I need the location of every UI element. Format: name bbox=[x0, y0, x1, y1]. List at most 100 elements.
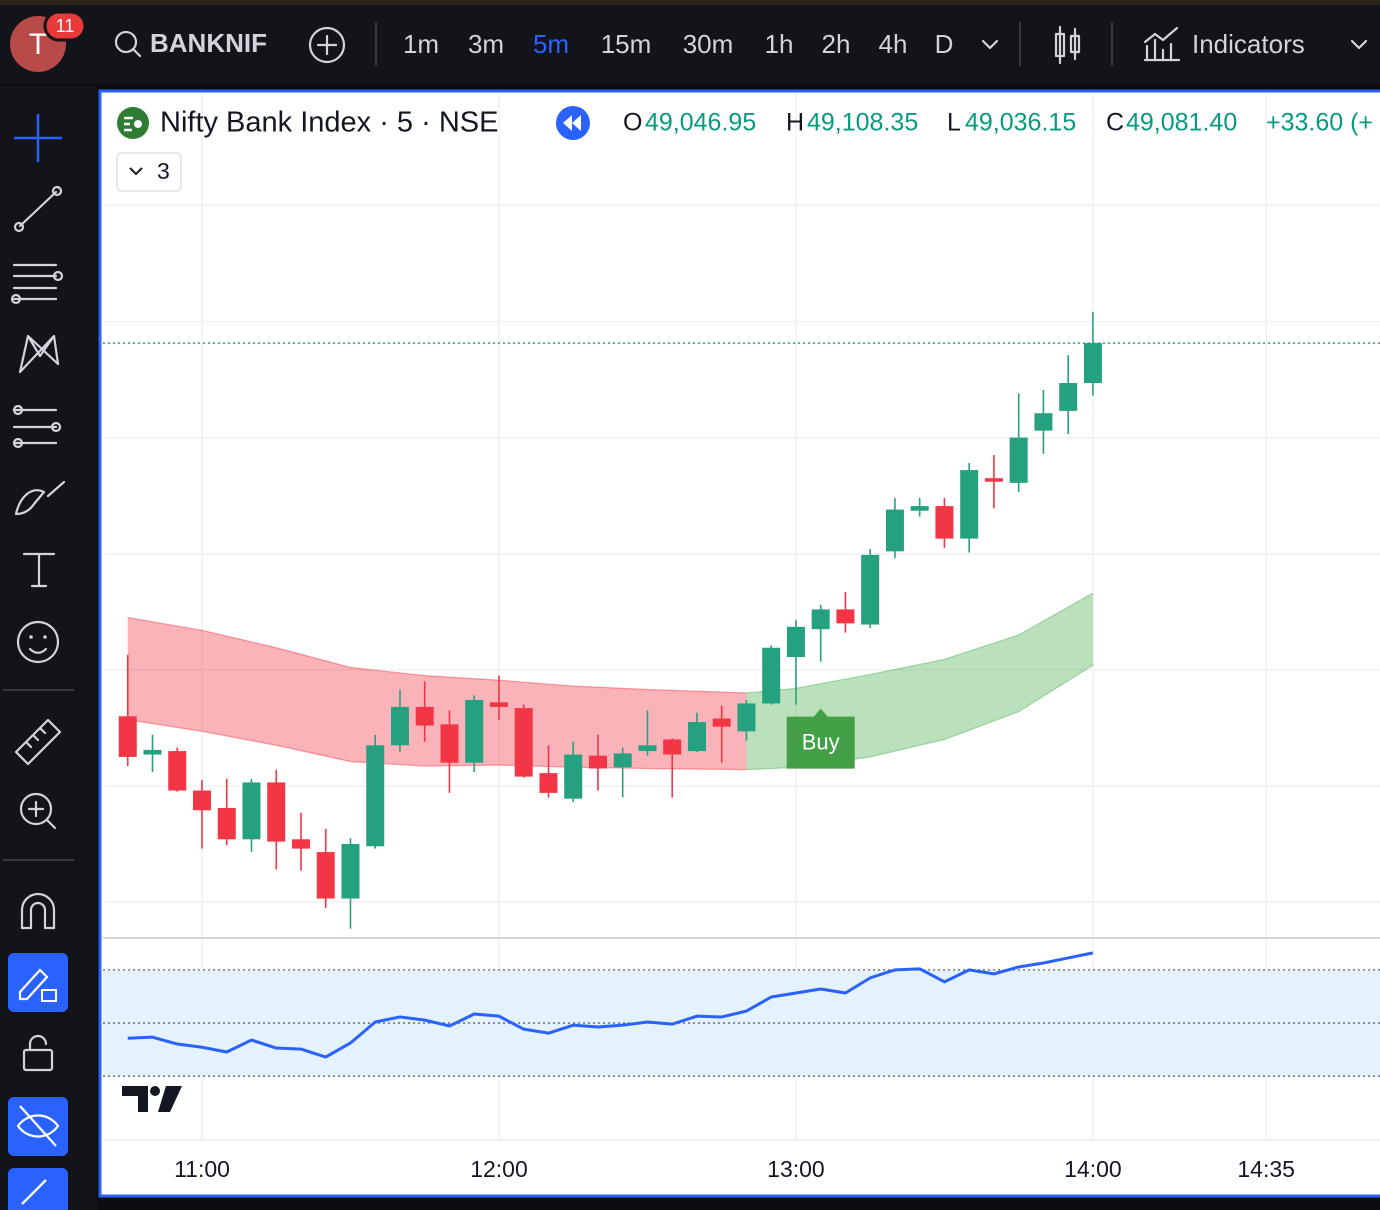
candle-body bbox=[514, 708, 533, 777]
pattern-tool-part bbox=[18, 334, 60, 374]
plot-area: Buy bbox=[103, 93, 1380, 1140]
tradingview-logo-part bbox=[150, 1086, 160, 1096]
signal-label[interactable] bbox=[786, 708, 855, 769]
link-tool-part bbox=[21, 1179, 47, 1205]
candle-body bbox=[539, 773, 558, 793]
emoji-tool[interactable] bbox=[16, 620, 60, 664]
tradingview-logo bbox=[122, 1086, 182, 1112]
ohlc-value: 49,108.35 bbox=[807, 109, 918, 137]
candle-body bbox=[613, 753, 632, 768]
indicator-toggle-part bbox=[129, 167, 143, 176]
zoom-tool-part bbox=[19, 792, 53, 826]
add-symbol-part bbox=[308, 26, 346, 64]
lock-all[interactable] bbox=[22, 1034, 54, 1072]
band-edge bbox=[127, 616, 747, 694]
symbol-search[interactable]: BANKNIF bbox=[114, 28, 267, 58]
indicators-button[interactable]: Indicators bbox=[1143, 26, 1305, 62]
brush-tool[interactable] bbox=[14, 480, 66, 516]
candle-body bbox=[465, 699, 484, 763]
brush-tool-part bbox=[14, 480, 66, 516]
timeframe[interactable]: 5m bbox=[533, 29, 569, 59]
candle-body bbox=[192, 790, 211, 811]
candle-body bbox=[242, 782, 261, 840]
candle-body bbox=[316, 852, 335, 899]
candle-body bbox=[960, 470, 979, 539]
crosshair-tool-part bbox=[14, 114, 62, 162]
fib-tool[interactable] bbox=[10, 263, 64, 305]
candle-body bbox=[762, 647, 781, 704]
hide-drawings[interactable] bbox=[8, 1097, 68, 1156]
timeframes: 1m 3m 5m 15m 30m 1h 2h 4h D bbox=[403, 29, 953, 59]
indicator-count: 3 bbox=[157, 158, 170, 184]
text-tool-part bbox=[22, 552, 56, 588]
zoom-tool-part bbox=[27, 800, 57, 830]
candle-body bbox=[267, 782, 286, 842]
candle-body bbox=[861, 554, 880, 625]
magnet-tool[interactable] bbox=[20, 892, 56, 930]
add-symbol-part bbox=[316, 34, 338, 56]
pattern-tool[interactable] bbox=[18, 334, 60, 374]
lock-drawings-part bbox=[41, 989, 57, 1002]
candle-body bbox=[588, 755, 607, 769]
candle-body bbox=[811, 609, 830, 630]
ohlc-key: O bbox=[623, 109, 642, 137]
x-tick-label: 13:00 bbox=[767, 1156, 825, 1182]
candle-body bbox=[638, 745, 657, 752]
candle-body bbox=[366, 745, 385, 847]
replay-button-part bbox=[563, 115, 581, 131]
candle-body bbox=[786, 626, 805, 658]
signal-band bbox=[127, 617, 747, 770]
layout-dropdown[interactable] bbox=[1350, 39, 1368, 50]
time-axis: 11:00 12:00 13:00 14:00 14:35 bbox=[174, 1156, 1295, 1182]
crosshair-tool[interactable] bbox=[14, 114, 62, 162]
forecast-tool-part bbox=[12, 404, 24, 416]
timeframe[interactable]: 15m bbox=[601, 29, 652, 59]
timeframe[interactable]: 1h bbox=[765, 29, 794, 59]
text-tool[interactable] bbox=[22, 552, 56, 588]
x-tick-label: 14:00 bbox=[1064, 1156, 1122, 1182]
lock-drawings[interactable] bbox=[8, 953, 68, 1012]
measure-tool[interactable] bbox=[14, 718, 62, 766]
notification-badge-part bbox=[43, 10, 87, 42]
symbol-icon-part bbox=[124, 116, 133, 132]
timeframe-dropdown[interactable] bbox=[981, 39, 999, 50]
timeframe[interactable]: 1m bbox=[403, 29, 439, 59]
timeframe[interactable]: 30m bbox=[683, 29, 734, 59]
trend-line-tool[interactable] bbox=[13, 185, 63, 233]
magnet-tool-part bbox=[20, 892, 56, 930]
link-tool[interactable] bbox=[8, 1168, 68, 1210]
zoom-tool[interactable] bbox=[19, 792, 57, 830]
forecast-tool[interactable] bbox=[12, 404, 62, 449]
candle-body bbox=[118, 716, 137, 757]
timeframe[interactable]: 2h bbox=[822, 29, 851, 59]
lock-drawings-part bbox=[8, 953, 68, 1012]
fib-tool-part bbox=[10, 293, 22, 305]
candle-body bbox=[935, 506, 954, 539]
indicator-toggle[interactable]: 3 bbox=[116, 152, 182, 192]
chart-title: Nifty Bank Index · 5 · NSE bbox=[160, 107, 498, 139]
change: +33.60 (+ bbox=[1266, 109, 1373, 137]
top-bar bbox=[0, 0, 1380, 84]
symbol-search-part bbox=[131, 47, 142, 58]
emoji-tool-part bbox=[16, 620, 60, 664]
x-tick-label: 14:35 bbox=[1237, 1156, 1295, 1182]
timeframe[interactable]: 4h bbox=[879, 29, 908, 59]
ohlc-key: L bbox=[947, 109, 961, 137]
ohlc-value: 49,036.15 bbox=[965, 109, 1076, 137]
ohlc-value: 49,081.40 bbox=[1126, 109, 1237, 137]
trend-line-tool-part bbox=[13, 221, 25, 233]
trend-line-tool-part bbox=[18, 190, 58, 228]
replay-button[interactable] bbox=[556, 106, 590, 140]
emoji-tool-part bbox=[28, 647, 48, 654]
add-symbol[interactable] bbox=[308, 26, 346, 64]
indicators-button-part bbox=[1143, 26, 1181, 62]
candle-body bbox=[663, 739, 682, 755]
symbol-icon-part bbox=[117, 107, 149, 139]
chart-type[interactable] bbox=[1054, 25, 1081, 65]
timeframe[interactable]: D bbox=[935, 29, 954, 59]
timeframe[interactable]: 3m bbox=[468, 29, 504, 59]
tradingview-logo-part bbox=[158, 1086, 182, 1112]
badge-count: 11 bbox=[56, 16, 75, 36]
candle-body bbox=[737, 703, 756, 732]
